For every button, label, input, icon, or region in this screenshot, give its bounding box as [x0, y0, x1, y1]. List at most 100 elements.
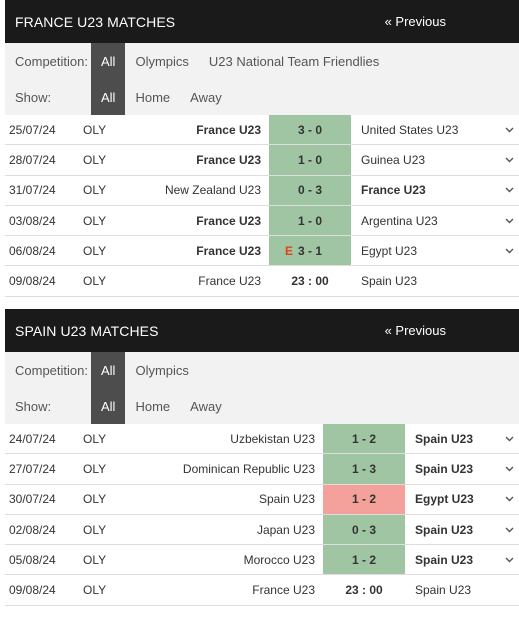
show-option-all[interactable]: All	[91, 79, 126, 115]
chevron-down-icon[interactable]	[499, 187, 519, 193]
match-row[interactable]: 27/07/24 OLY Dominican Republic U23 1 - 3 Sp…	[5, 454, 519, 485]
away-team[interactable]: Spain U23	[415, 431, 474, 446]
home-team[interactable]: France U23	[196, 122, 261, 137]
extra-time-flag: E	[285, 243, 294, 258]
chevron-down-icon[interactable]	[499, 527, 519, 533]
chevron-down-icon[interactable]	[499, 218, 519, 224]
match-date: 30/07/24	[9, 492, 56, 507]
home-team[interactable]: France U23	[198, 274, 261, 289]
match-score[interactable]: 1 - 3	[323, 454, 405, 484]
france-matches-panel: FRANCE U23 MATCHES « Previous Competitio…	[5, 0, 519, 297]
match-row[interactable]: 06/08/24 OLY France U23 E 3 - 1 Egypt U23	[5, 236, 519, 267]
match-score[interactable]: 1 - 2	[323, 484, 405, 514]
match-row[interactable]: 30/07/24 OLY Spain U23 1 - 2 Egypt U23	[5, 484, 519, 515]
match-row[interactable]: 05/08/24 OLY Morocco U23 1 - 2 Spain U23	[5, 545, 519, 576]
match-score[interactable]: 0 - 3	[323, 514, 405, 545]
competition-label: Competition:	[15, 362, 88, 378]
competition-label: Competition:	[15, 53, 88, 69]
away-team[interactable]: Argentina U23	[361, 213, 438, 228]
show-option-all[interactable]: All	[91, 388, 126, 424]
match-row[interactable]: 09/08/24 OLY France U23 23 : 00 Spain U23	[5, 575, 519, 606]
match-row[interactable]: 02/08/24 OLY Japan U23 0 - 3 Spain U23	[5, 514, 519, 546]
away-team[interactable]: United States U23	[361, 122, 459, 137]
competition-option-olympics[interactable]: Olympics	[135, 362, 189, 378]
match-row[interactable]: 31/07/24 OLY New Zealand U23 0 - 3 France U2…	[5, 175, 519, 206]
previous-link[interactable]: « Previous	[384, 14, 446, 29]
chevron-down-icon[interactable]	[499, 436, 519, 442]
away-team[interactable]: Egypt U23	[361, 243, 418, 258]
match-competition: OLY	[83, 183, 107, 198]
away-team[interactable]: Guinea U23	[361, 152, 426, 167]
score-text: 1 - 2	[351, 431, 376, 446]
match-date: 02/08/24	[9, 522, 56, 537]
home-team[interactable]: France U23	[196, 213, 261, 228]
match-row[interactable]: 25/07/24 OLY France U23 3 - 0 United States …	[5, 115, 519, 146]
competition-option-all[interactable]: All	[91, 352, 126, 388]
match-date: 27/07/24	[9, 461, 56, 476]
home-team[interactable]: Japan U23	[256, 522, 315, 537]
home-team[interactable]: France U23	[196, 243, 261, 258]
away-team[interactable]: Spain U23	[415, 522, 474, 537]
away-team[interactable]: Spain U23	[415, 552, 474, 567]
match-competition: OLY	[83, 431, 107, 446]
show-label: Show:	[15, 398, 52, 414]
competition-option-all[interactable]: All	[91, 43, 126, 79]
competition-option-friendlies[interactable]: U23 National Team Friendlies	[208, 53, 380, 69]
score-text: 0 - 3	[351, 522, 376, 537]
competition-filter: Competition: All Olympics	[5, 352, 519, 388]
match-date: 24/07/24	[9, 431, 56, 446]
home-team[interactable]: France U23	[196, 152, 261, 167]
away-team[interactable]: Spain U23	[415, 461, 474, 476]
match-score[interactable]: 23 : 00	[323, 575, 405, 604]
match-score[interactable]: 1 - 2	[323, 545, 405, 575]
away-team[interactable]: Spain U23	[361, 274, 418, 289]
chevron-down-icon[interactable]	[499, 496, 519, 502]
show-option-home[interactable]: Home	[135, 89, 171, 105]
match-score[interactable]: 1 - 0	[269, 205, 351, 236]
chevron-down-icon[interactable]	[499, 248, 519, 254]
match-row[interactable]: 28/07/24 OLY France U23 1 - 0 Guinea U23	[5, 145, 519, 176]
away-team[interactable]: France U23	[361, 183, 426, 198]
home-team[interactable]: Dominican Republic U23	[182, 461, 315, 476]
score-text: 3 - 0	[297, 122, 322, 137]
panel-title: SPAIN U23 MATCHES	[15, 322, 159, 339]
match-row[interactable]: 03/08/24 OLY France U23 1 - 0 Argentina U23	[5, 205, 519, 237]
match-competition: OLY	[83, 274, 107, 289]
match-date: 09/08/24	[9, 583, 56, 598]
match-competition: OLY	[83, 152, 107, 167]
score-text: 1 - 0	[297, 152, 322, 167]
previous-link[interactable]: « Previous	[384, 323, 446, 338]
home-team[interactable]: Morocco U23	[243, 552, 315, 567]
match-date: 05/08/24	[9, 552, 56, 567]
chevron-down-icon[interactable]	[499, 127, 519, 133]
chevron-down-icon[interactable]	[499, 557, 519, 563]
chevron-down-icon[interactable]	[499, 157, 519, 163]
match-score[interactable]: 3 - 0	[269, 115, 351, 145]
home-team[interactable]: New Zealand U23	[164, 183, 261, 198]
show-label: Show:	[15, 89, 52, 105]
show-option-away[interactable]: Away	[190, 398, 222, 414]
competition-option-olympics[interactable]: Olympics	[135, 53, 189, 69]
match-score[interactable]: 1 - 2	[323, 424, 405, 454]
match-list: 24/07/24 OLY Uzbekistan U23 1 - 2 Spain U23 2…	[5, 424, 519, 606]
match-row[interactable]: 09/08/24 OLY France U23 23 : 00 Spain U23	[5, 266, 519, 297]
score-text: 23 : 00	[291, 274, 329, 289]
home-team[interactable]: France U23	[252, 583, 315, 598]
match-row[interactable]: 24/07/24 OLY Uzbekistan U23 1 - 2 Spain U23	[5, 424, 519, 455]
home-team[interactable]: Spain U23	[258, 492, 315, 507]
show-option-home[interactable]: Home	[135, 398, 171, 414]
show-option-away[interactable]: Away	[190, 89, 222, 105]
panel-title: FRANCE U23 MATCHES	[15, 13, 176, 30]
away-team[interactable]: Spain U23	[415, 583, 472, 598]
score-text: 1 - 2	[351, 492, 376, 507]
chevron-down-icon[interactable]	[499, 466, 519, 472]
home-team[interactable]: Uzbekistan U23	[230, 431, 315, 446]
show-filter: Show: All Home Away	[5, 79, 519, 115]
match-score[interactable]: 23 : 00	[269, 266, 351, 295]
away-team[interactable]: Egypt U23	[415, 492, 474, 507]
match-score[interactable]: 0 - 3	[269, 175, 351, 205]
match-score[interactable]: 1 - 0	[269, 145, 351, 175]
match-list: 25/07/24 OLY France U23 3 - 0 United States …	[5, 115, 519, 297]
competition-filter: Competition: All Olympics U23 National T…	[5, 43, 519, 79]
